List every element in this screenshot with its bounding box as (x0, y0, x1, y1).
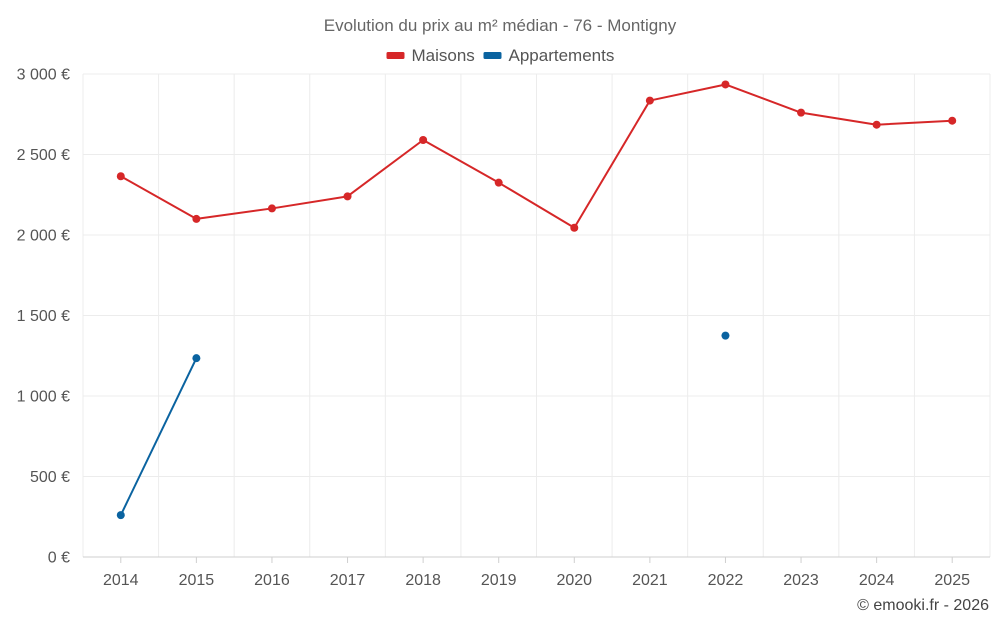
data-point-maisons-2015[interactable] (192, 214, 201, 223)
data-point-maisons-2020[interactable] (570, 223, 579, 232)
data-point-maisons-2023[interactable] (797, 108, 806, 117)
data-point-appartements-2014[interactable] (116, 511, 125, 520)
x-tick-label: 2016 (254, 572, 290, 589)
data-point-maisons-2025[interactable] (948, 116, 957, 125)
data-point-maisons-2024[interactable] (872, 120, 881, 129)
y-axis: 0 € 500 € 1 000 € 1 500 € 2 000 € 2 500 € 3 00… (17, 67, 70, 567)
y-tick-label: 1 000 € (17, 389, 70, 406)
credit-text: © emooki.fr - 2026 (857, 597, 989, 614)
legend-label: Maisons (412, 46, 475, 65)
series-area (116, 80, 957, 520)
x-tick-label: 2018 (405, 572, 441, 589)
x-tick-label: 2015 (179, 572, 215, 589)
y-tick-label: 0 € (48, 550, 70, 567)
data-point-maisons-2014[interactable] (116, 172, 125, 181)
data-point-maisons-2017[interactable] (343, 192, 352, 201)
data-point-maisons-2016[interactable] (267, 204, 276, 213)
data-point-appartements-2015[interactable] (192, 354, 201, 363)
x-tick-label: 2025 (934, 572, 970, 589)
y-tick-label: 2 000 € (17, 228, 70, 245)
grid (82, 73, 991, 557)
y-tick-label: 2 500 € (17, 147, 70, 164)
x-tick-label: 2017 (330, 572, 366, 589)
x-tick-label: 2021 (632, 572, 668, 589)
legend[interactable]: Maisons Appartements (386, 46, 615, 65)
x-tick-label: 2024 (859, 572, 895, 589)
series-line-maisons (120, 83, 953, 229)
series-line-appartements (119, 357, 198, 516)
x-tick-label: 2014 (103, 572, 139, 589)
x-tick-label: 2022 (708, 572, 744, 589)
legend-swatch (386, 52, 405, 59)
series-maisons (116, 80, 957, 232)
data-point-maisons-2021[interactable] (645, 96, 654, 105)
legend-swatch (483, 52, 502, 59)
y-tick-label: 3 000 € (17, 67, 70, 84)
legend-item-maisons[interactable]: Maisons (386, 46, 475, 65)
series-appartements (116, 331, 730, 520)
x-tick-label: 2019 (481, 572, 517, 589)
legend-label: Appartements (509, 46, 615, 65)
legend-item-appartements[interactable]: Appartements (483, 46, 615, 65)
data-point-maisons-2018[interactable] (419, 136, 428, 145)
data-point-maisons-2019[interactable] (494, 178, 503, 187)
y-tick-label: 1 500 € (17, 308, 70, 325)
x-axis: 2014 2015 2016 2017 2018 2019 2020 2021 2022 2023… (83, 556, 990, 589)
x-tick-label: 2023 (783, 572, 819, 589)
data-point-appartements-2022[interactable] (721, 331, 730, 340)
x-tick-label: 2020 (556, 572, 592, 589)
y-tick-label: 500 € (30, 469, 70, 486)
data-point-maisons-2022[interactable] (721, 80, 730, 89)
chart-title: Evolution du prix au m² médian - 76 - Mo… (324, 16, 677, 35)
